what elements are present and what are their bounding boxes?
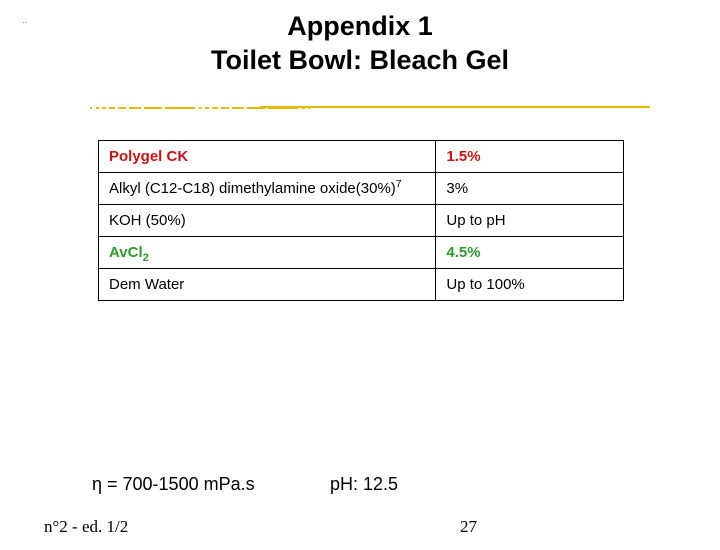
table-row: Polygel CK 1.5% <box>99 141 624 173</box>
ingredient-value: Up to pH <box>436 205 624 237</box>
ingredient-name: Alkyl (C12-C18) dimethylamine oxide(30%)… <box>99 173 436 205</box>
ingredient-value: 4.5% <box>436 237 624 269</box>
ingredient-name: Dem Water <box>99 269 436 301</box>
ingredient-value: 3% <box>436 173 624 205</box>
accent-underline <box>90 106 650 110</box>
table-row: AvCl2 4.5% <box>99 237 624 269</box>
footer-page-number: 27 <box>460 517 477 537</box>
title-line-2: Toilet Bowl: Bleach Gel <box>211 45 509 75</box>
table-row: KOH (50%) Up to pH <box>99 205 624 237</box>
ingredient-name-text: AvCl <box>109 244 143 261</box>
footer-edition: n°2 - ed. 1/2 <box>44 517 128 537</box>
ingredient-name-text: Alkyl (C12-C18) dimethylamine oxide(30%) <box>109 180 396 197</box>
ingredient-name-sup: 7 <box>396 178 402 190</box>
ingredient-name-sub: 2 <box>143 252 149 264</box>
ingredient-value: 1.5% <box>436 141 624 173</box>
viscosity-text: η = 700-1500 mPa.s <box>92 474 255 495</box>
ph-text: pH: 12.5 <box>330 474 398 495</box>
ingredient-value: Up to 100% <box>436 269 624 301</box>
ingredient-name: AvCl2 <box>99 237 436 269</box>
formulation-table: Polygel CK 1.5% Alkyl (C12-C18) dimethyl… <box>98 140 624 301</box>
ingredient-name: Polygel CK <box>99 141 436 173</box>
ingredient-name: KOH (50%) <box>99 205 436 237</box>
title-line-1: Appendix 1 <box>287 11 433 41</box>
slide-title: Appendix 1 Toilet Bowl: Bleach Gel <box>0 10 720 78</box>
table-row: Alkyl (C12-C18) dimethylamine oxide(30%)… <box>99 173 624 205</box>
table-row: Dem Water Up to 100% <box>99 269 624 301</box>
decorative-mark: ·· <box>22 18 27 27</box>
